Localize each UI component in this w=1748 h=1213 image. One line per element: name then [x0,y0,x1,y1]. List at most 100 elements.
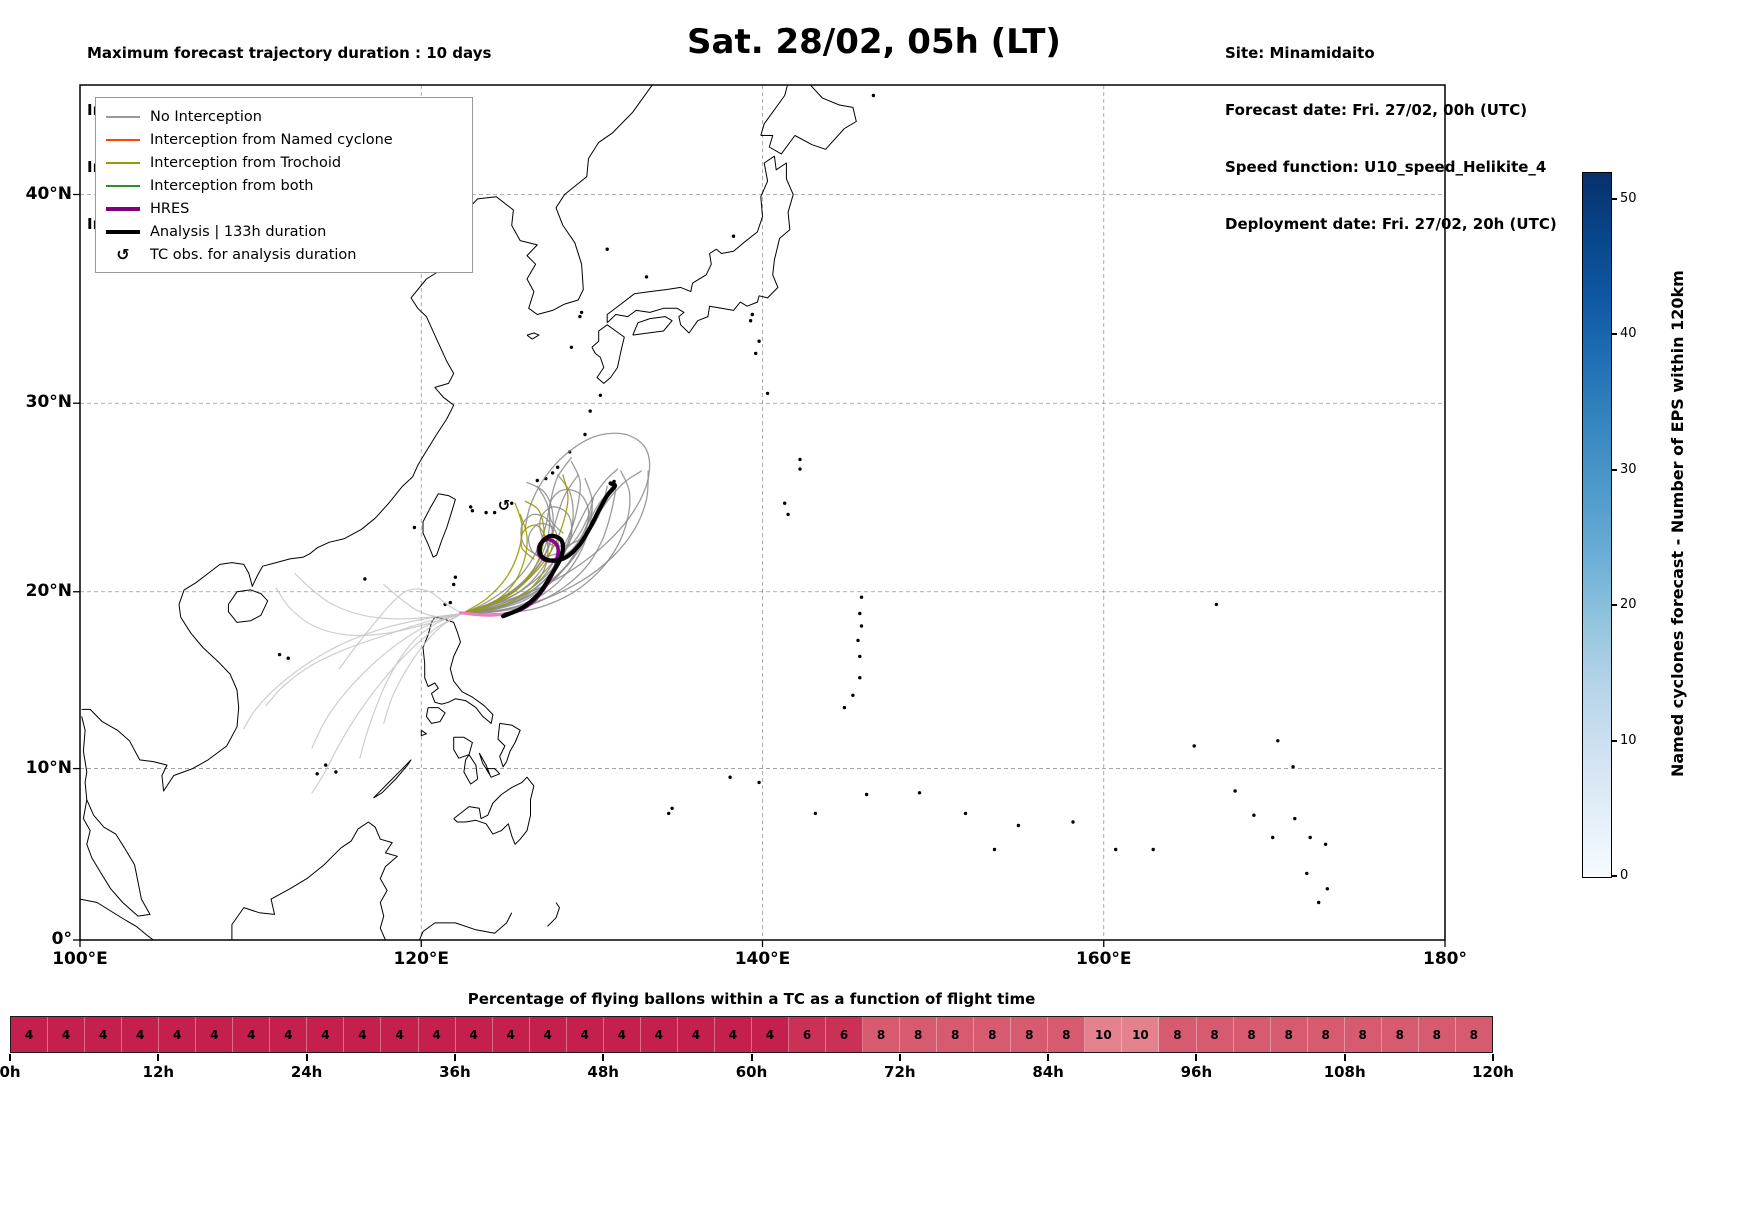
strip-cell: 4 [307,1017,345,1052]
legend-row-both: Interception from both [106,174,462,197]
island-dot [1291,765,1295,769]
deployment-date-text: Deployment date: Fri. 27/02, 20h (UTC) [1225,215,1557,233]
island-dot [1114,847,1118,852]
legend-line-sample [106,229,140,234]
island-dot [864,792,869,797]
legend-line-sample [106,115,140,118]
map-content: ↺ [80,85,1445,940]
island-dot [859,624,864,628]
island-dot [484,510,488,515]
strip-cell: 10 [1122,1017,1160,1052]
strip-tick-label: 0h [0,1063,21,1081]
strip-tick-label: 36h [439,1063,471,1081]
coastline [485,768,501,778]
legend-row-trochoid: Interception from Trochoid [106,151,462,174]
legend-row-analysis: Analysis | 133h duration [106,220,462,243]
strip-cell: 8 [1159,1017,1197,1052]
island-dot [315,772,319,776]
island-dot [1192,744,1196,748]
island-dot [1016,823,1021,828]
island-dot [598,393,603,397]
island-dot [842,705,847,710]
island-dot [798,457,802,462]
trajectory-no_interception_faint [338,588,463,670]
island-dot [858,611,862,616]
strip-tick-mark [305,1054,308,1061]
header-right-block: Site: Minamidaito Forecast date: Fri. 27… [1225,6,1557,272]
strip-tick-mark [9,1054,11,1061]
trajectory-no_interception_faint [311,612,463,794]
map-legend: No Interception Interception from Named … [95,97,473,273]
strip-tick-mark [1343,1054,1346,1061]
island-dot [644,275,649,279]
coastline [425,707,446,724]
coastline [231,821,398,940]
strip-cell: 10 [1085,1017,1123,1052]
strip-cell: 4 [751,1017,789,1052]
coastline [497,722,521,768]
island-dot [469,505,473,509]
strip-cell: 4 [418,1017,456,1052]
legend-line-sample [106,206,140,211]
island-dot [748,319,753,323]
strip-cell: 4 [566,1017,604,1052]
colorbar-tick-mark [1611,468,1617,471]
island-dot [963,811,968,816]
island-dot [757,780,761,785]
strip-cell: 6 [826,1017,864,1052]
island-dot [754,351,758,356]
strip-cell: 4 [455,1017,493,1052]
strip-cell: 4 [529,1017,567,1052]
strip-tick-label: 120h [1472,1063,1514,1081]
trajectory-no_interception_faint [275,587,463,637]
figure-title: Sat. 28/02, 05h (LT) [687,22,1061,62]
coastline [453,776,535,845]
x-axis-label: 180° [1423,949,1467,969]
y-axis-label: 0° [51,929,72,949]
strip-cell: 8 [1381,1017,1419,1052]
island-dot [992,847,997,852]
island-dot [452,582,456,587]
strip-cell: 8 [1196,1017,1234,1052]
coastline [591,324,625,384]
island-dot [569,345,574,349]
coastline [422,493,456,558]
strip-cell: 8 [900,1017,938,1052]
island-dot [856,638,860,643]
colorbar-tick-mark [1611,875,1617,877]
island-dot [670,806,674,810]
island-dot [917,791,922,795]
trajectory-no_interception [461,477,593,615]
strip-cell: 4 [344,1017,382,1052]
island-dot [871,93,876,98]
strip-tick-label: 48h [587,1063,619,1081]
strip-tick-label: 72h [884,1063,916,1081]
island-dot [588,409,592,413]
colorbar-tick-label: 20 [1620,597,1637,613]
trajectory-trochoid [461,502,523,615]
legend-line-sample [106,184,140,187]
strip-cell: 8 [1011,1017,1049,1052]
island-dot [731,234,736,238]
x-axis-label: 140°E [734,949,791,969]
strip-cell: 4 [714,1017,752,1052]
island-dot [578,314,582,319]
island-dot [492,510,497,515]
strip-cell: 4 [159,1017,197,1052]
island-dot [813,811,818,816]
colorbar-tick-mark [1611,604,1617,607]
forecast-date-text: Forecast date: Fri. 27/02, 00h (UTC) [1225,101,1528,119]
legend-row-tc-obs: ↺ TC obs. for analysis duration [106,243,462,266]
colorbar-tick-mark [1611,739,1617,742]
strip-tick-label: 108h [1323,1063,1366,1081]
coastline [526,332,540,340]
strip-cell: 4 [270,1017,308,1052]
island-dot [453,575,458,579]
legend-label: Interception from Named cyclone [150,131,393,148]
strip-title: Percentage of flying ballons within a TC… [467,990,1036,1008]
strip-cell: 8 [1270,1017,1308,1052]
strip-tick-label: 96h [1180,1063,1213,1081]
island-dot [1276,739,1280,743]
trajectory-no_interception_faint [359,612,463,759]
legend-line-sample [106,161,140,164]
